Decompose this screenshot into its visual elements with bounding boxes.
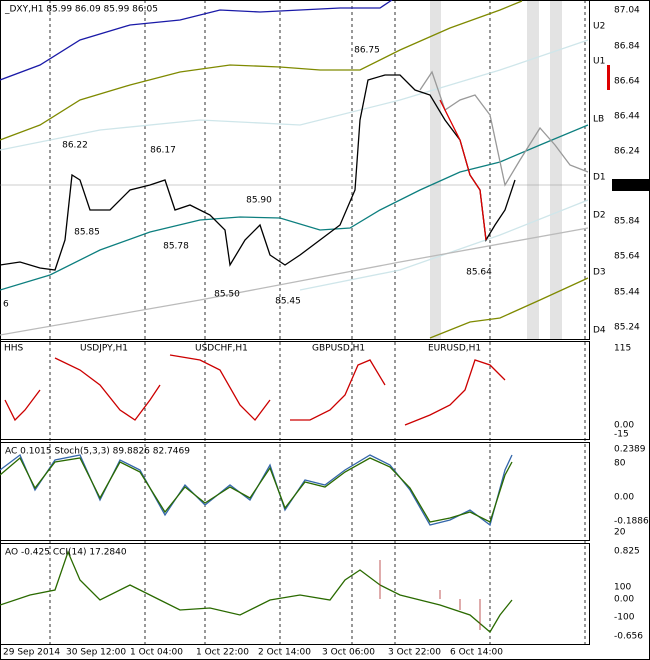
session-bands <box>430 1 562 339</box>
indicator-title: AO -0.425 CCI(14) 17.2840 <box>5 548 127 558</box>
time-label: 6 Oct 14:00 <box>450 648 503 658</box>
symbol-title: USDJPY,H1 <box>80 344 128 354</box>
axis-label: 20 <box>614 528 626 538</box>
time-label: 1 Oct 22:00 <box>196 648 249 658</box>
mini-chart <box>4 389 41 422</box>
price-line <box>0 74 516 271</box>
band <box>430 1 441 339</box>
bearish-segment <box>439 99 487 241</box>
axis-label: 0.00 <box>614 493 634 503</box>
axis-label: -0.656 <box>614 632 643 642</box>
price-annotation: 85.45 <box>275 297 301 307</box>
price-annotation: 85.50 <box>214 290 240 300</box>
axis-label: 0.00 <box>614 421 634 431</box>
moving-average <box>0 124 589 291</box>
price-label: 86.64 <box>614 77 640 87</box>
symbol-title: HHS <box>4 344 24 354</box>
pivot-label: D2 <box>593 211 606 221</box>
pivot-label: U2 <box>593 22 605 32</box>
price-label: 86.44 <box>614 112 640 122</box>
price-annotation: 85.85 <box>74 228 100 238</box>
symbol-title: USDCHF,H1 <box>195 344 248 354</box>
axis-label: 0.2389 <box>614 445 646 455</box>
price-label: 85.64 <box>614 252 640 262</box>
labels: _DXY,H1 85.99 86.09 85.99 86.05 87.04 86.8… <box>3 5 649 658</box>
price-annotation: 85.90 <box>246 196 272 206</box>
mini-chart <box>54 357 161 421</box>
indicator-title: AC 0.1015 Stoch(5,3,3) 89.8826 82.7469 <box>5 447 190 457</box>
projection <box>419 70 589 187</box>
price-label: 87.04 <box>614 6 640 16</box>
time-label: 29 Sep 2014 <box>3 648 60 658</box>
mini-chart <box>169 354 271 421</box>
ao-histogram <box>379 560 481 630</box>
band <box>550 1 562 339</box>
axis-label: 0.00 <box>614 595 634 605</box>
pivot-label: U1 <box>593 57 605 67</box>
symbol-title: GBPUSD,H1 <box>312 344 365 354</box>
channel-line <box>0 39 589 151</box>
pivot-label: D1 <box>593 173 606 183</box>
price-annotation: 85.64 <box>466 268 492 278</box>
time-label: 3 Oct 22:00 <box>388 648 441 658</box>
axis-label: -15 <box>614 430 629 440</box>
lower-band <box>429 277 589 339</box>
price-label: 85.84 <box>614 217 640 227</box>
price-annotation: 86.75 <box>354 46 380 56</box>
axis-label: 80 <box>614 459 626 469</box>
trend-line <box>0 227 589 336</box>
axis-label: 100 <box>614 583 631 593</box>
price-annotation: 86.22 <box>62 141 88 151</box>
axis-label: 0.825 <box>614 547 640 557</box>
upper-envelope <box>0 0 393 81</box>
axis-label: 115 <box>614 344 631 354</box>
axis-label: -100 <box>614 613 635 623</box>
mini-chart <box>290 359 386 421</box>
mini-chart <box>404 359 506 426</box>
tick-marker <box>607 65 610 90</box>
pivot-label: D3 <box>593 268 606 278</box>
current-price: 86.05 <box>614 181 640 191</box>
symbol-info: _DXY,H1 85.99 86.09 85.99 86.05 <box>4 5 158 15</box>
edge-label: 6 <box>3 300 9 310</box>
price-annotation: 86.17 <box>150 146 176 156</box>
price-label: 85.24 <box>614 323 640 333</box>
symbol-title: EURUSD,H1 <box>428 344 481 354</box>
price-label: 85.44 <box>614 288 640 298</box>
band <box>527 1 539 339</box>
pivot-label: D4 <box>593 326 606 336</box>
upper-band <box>0 0 523 141</box>
axis-label: -0.1886 <box>614 517 649 527</box>
price-label: 86.84 <box>614 42 640 52</box>
current-price-box <box>612 179 650 191</box>
time-label: 3 Oct 06:00 <box>322 648 375 658</box>
price-annotation: 85.78 <box>163 242 189 252</box>
price-label: 86.24 <box>614 147 640 157</box>
time-label: 1 Oct 04:00 <box>130 648 183 658</box>
cci-line <box>0 550 513 633</box>
pivot-label: LB <box>593 115 604 125</box>
stoch-main <box>0 456 513 523</box>
time-label: 30 Sep 12:00 <box>66 648 126 658</box>
time-label: 2 Oct 14:00 <box>258 648 311 658</box>
